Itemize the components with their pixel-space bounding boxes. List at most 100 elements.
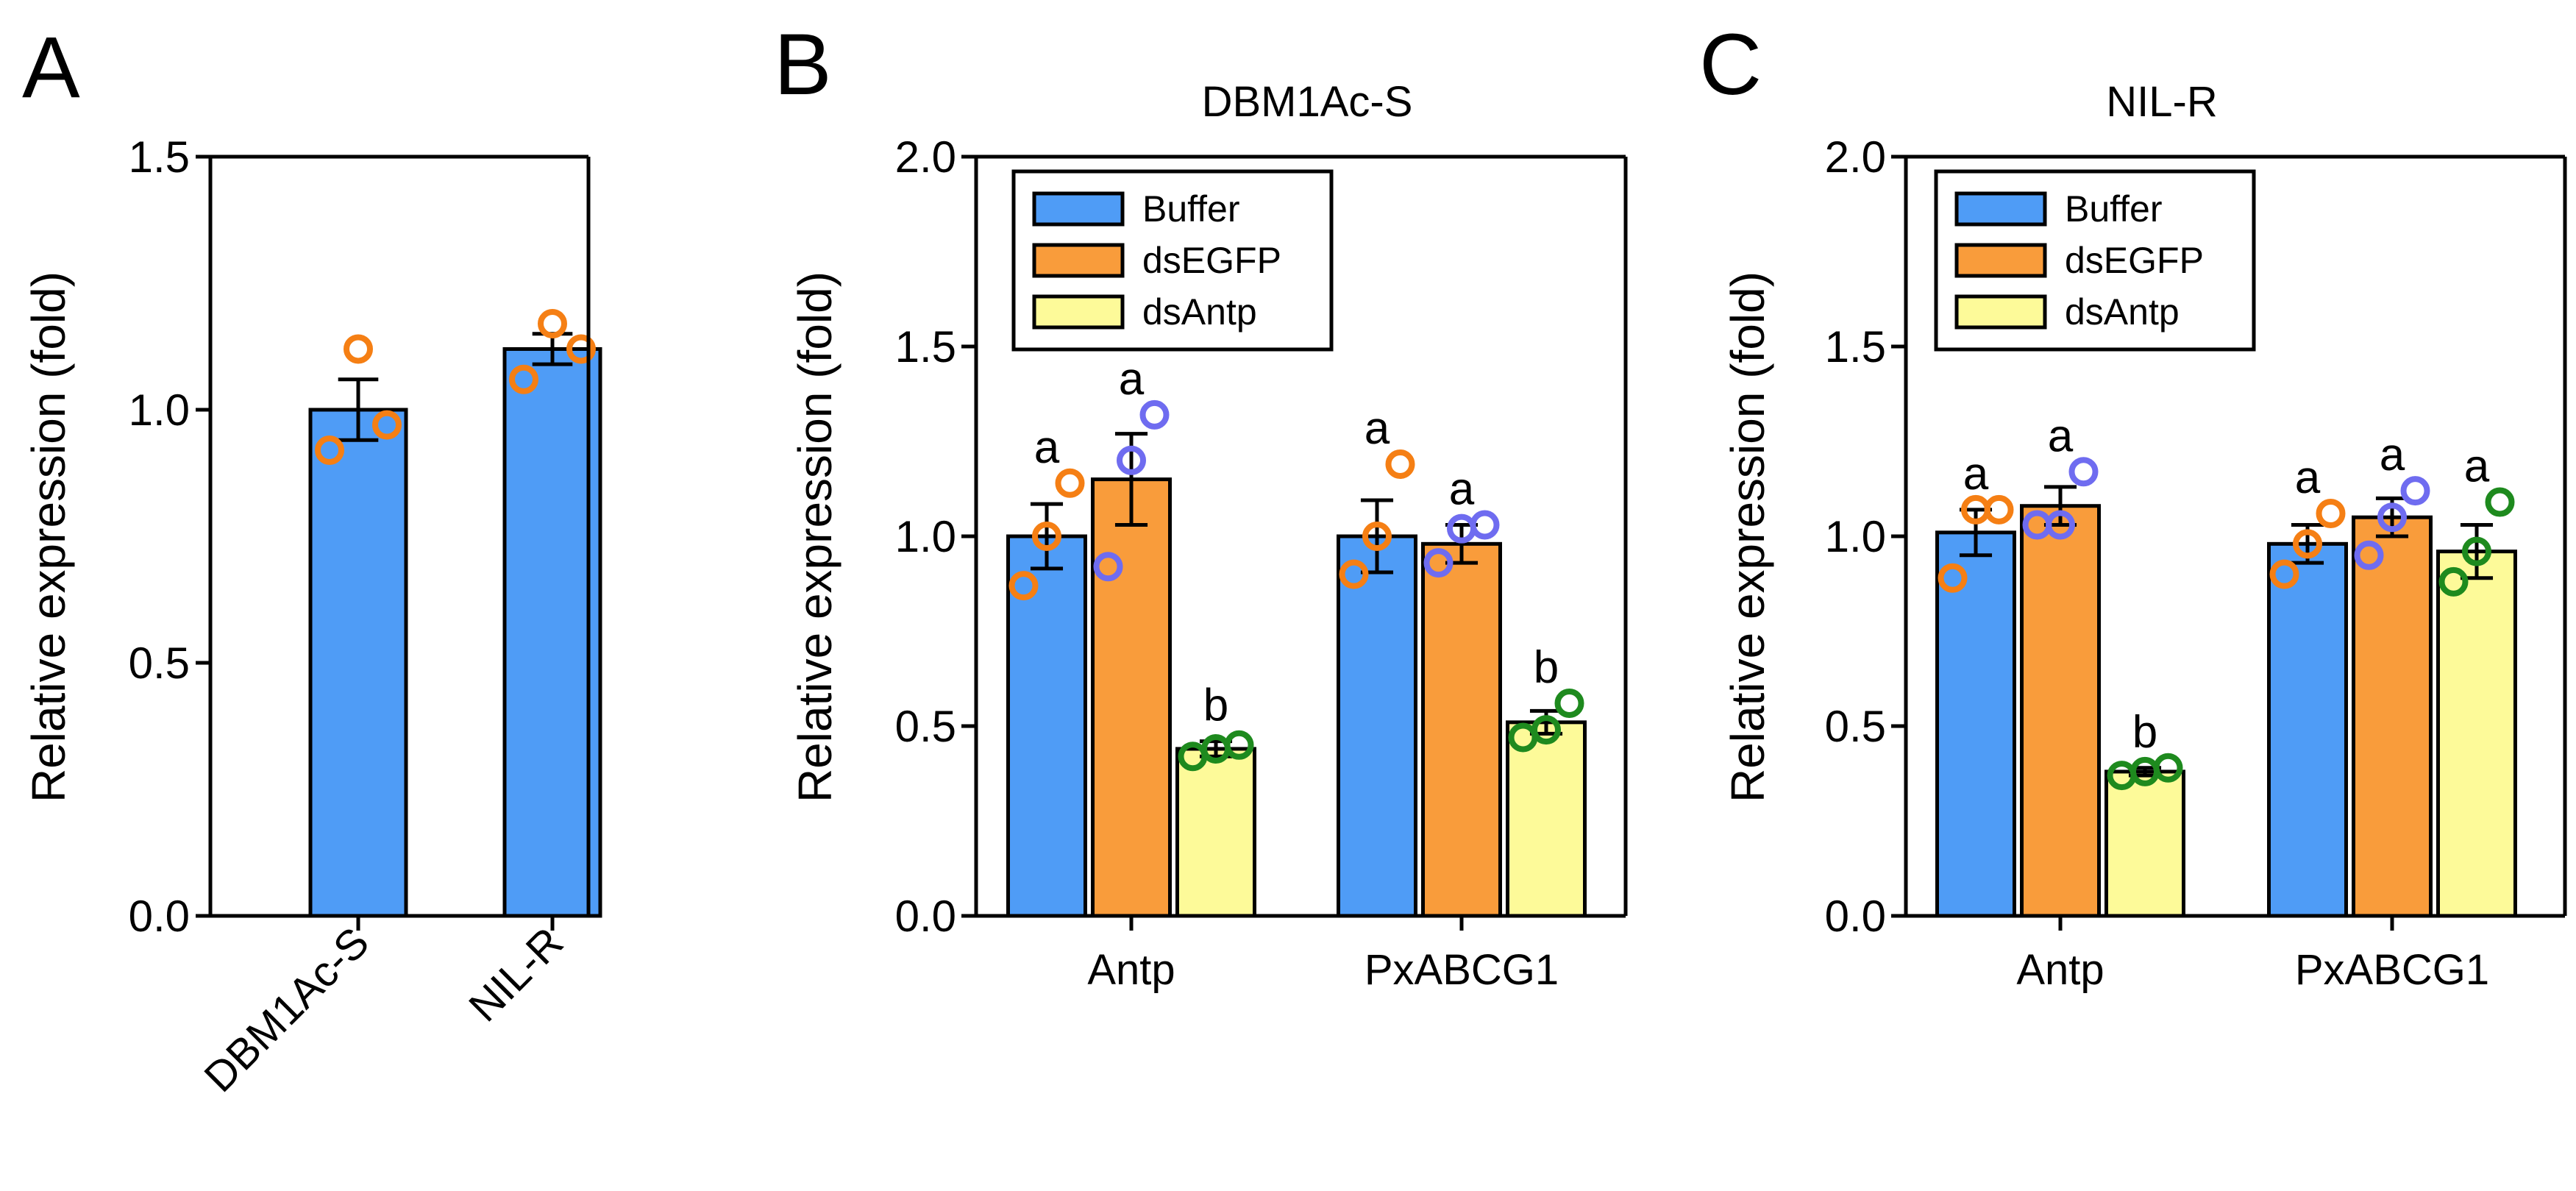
y-tick-label: 0.0: [1825, 892, 1886, 941]
panel-c-legend: Buffer dsEGFP dsAntp: [1934, 169, 2256, 352]
data-point: [1055, 468, 1085, 498]
panel-b-axes: [961, 154, 1628, 931]
y-tick-label: 1.0: [129, 385, 190, 435]
data-point: [1139, 399, 1170, 430]
significance-letter: a: [1963, 449, 1989, 499]
panel-c-axes: [1891, 154, 2567, 931]
data-point: [372, 410, 402, 440]
data-point: [509, 364, 538, 394]
legend-label-buffer: Buffer: [1142, 188, 1240, 230]
panel-a-data-points: [315, 309, 596, 466]
y-tick-label: 0.5: [895, 702, 956, 751]
x-category-label: Antp: [1087, 946, 1175, 994]
significance-letter: a: [2380, 430, 2405, 480]
data-point: [1093, 552, 1123, 582]
data-point: [2269, 559, 2299, 589]
panel-a-y-axis-title: Relative expression (fold): [22, 271, 75, 803]
y-tick-label: 1.0: [895, 512, 956, 561]
bar-c-buffer-pxabcg1: [2267, 541, 2348, 918]
data-point: [1339, 559, 1369, 589]
y-tick-label: 1.0: [1825, 512, 1886, 561]
y-tick-label: 0.0: [895, 892, 956, 941]
data-point: [1117, 445, 1146, 475]
data-point: [2046, 510, 2075, 540]
panel-b-bars: [1006, 477, 1587, 918]
bar-a-value-nil-r: [502, 346, 602, 918]
significance-letter: a: [2464, 441, 2490, 492]
data-point: [1385, 449, 1415, 479]
data-point: [2354, 540, 2384, 570]
panel-b-y-tick-labels: 0.0 0.5 1.0 1.5 2.0: [895, 132, 956, 941]
panel-b-y-axis-title: Relative expression (fold): [789, 271, 842, 803]
significance-letter: a: [1119, 354, 1145, 405]
x-category-label: NIL-R: [460, 918, 572, 1031]
y-tick-label: 0.5: [129, 639, 190, 688]
data-point: [566, 334, 596, 364]
x-category-label: Antp: [2016, 946, 2104, 994]
panel-b-significance-letters: a a a a b b: [1034, 354, 1559, 731]
panel-b-x-category-labels: Antp PxABCG1: [1087, 946, 1559, 994]
data-point: [1470, 510, 1500, 540]
panel-c-y-axis-title: Relative expression (fold): [1721, 271, 1774, 803]
data-point: [2462, 536, 2491, 566]
legend-swatch-dsegfp: [1032, 243, 1125, 278]
significance-letter: a: [1449, 464, 1475, 515]
legend-label-dsegfp: dsEGFP: [2065, 240, 2204, 281]
bar-b-dsantp-antp: [1175, 747, 1256, 918]
data-point: [344, 334, 373, 364]
significance-letter: b: [2132, 707, 2157, 758]
legend-swatch-buffer: [1032, 191, 1125, 227]
bar-b-dsantp-pxabcg1: [1506, 720, 1587, 918]
data-point: [2153, 753, 2183, 783]
data-point: [1224, 730, 1254, 760]
significance-letter: a: [2295, 452, 2321, 503]
y-tick-label: 1.5: [129, 132, 190, 182]
panel-c-x-category-labels: Antp PxABCG1: [2016, 946, 2489, 994]
significance-letter: a: [1365, 403, 1390, 454]
x-category-label: PxABCG1: [1365, 946, 1559, 994]
bar-a-value-dbm1ac-s: [308, 408, 408, 918]
legend-label-dsegfp: dsEGFP: [1142, 240, 1281, 281]
data-point: [2438, 566, 2469, 597]
panel-c-title: NIL-R: [2106, 78, 2217, 126]
y-tick-label: 2.0: [895, 132, 956, 182]
significance-letter: a: [2048, 410, 2074, 461]
panel-c-bars: [1935, 504, 2517, 918]
data-point: [315, 435, 344, 466]
data-point: [1032, 522, 1061, 551]
panel-a-x-category-labels: DBM1Ac-S NIL-R: [195, 918, 572, 1101]
bar-c-dsegfp-antp: [2020, 504, 2101, 918]
y-tick-label: 1.5: [1825, 322, 1886, 371]
panel-letter-c: C: [1699, 16, 1762, 113]
significance-letter: b: [1203, 680, 1228, 731]
panel-c: C NIL-R a a a a b a 0.0 0.5 1.0 1.5 2.0 Antp PxABC…: [1699, 16, 2567, 994]
panel-a-axes: [196, 154, 591, 931]
y-tick-label: 0.0: [129, 892, 190, 941]
data-point: [2400, 476, 2430, 506]
panel-letter-a: A: [22, 19, 80, 116]
legend-swatch-buffer: [1954, 191, 2047, 227]
bar-c-dsegfp-pxabcg1: [2352, 515, 2433, 918]
data-point: [1362, 522, 1392, 551]
panel-b-data-points: [1008, 399, 1584, 772]
legend-label-buffer: Buffer: [2065, 188, 2163, 230]
panel-c-significance-letters: a a a a b a: [1963, 410, 2490, 757]
panel-b-legend: Buffer dsEGFP dsAntp: [1011, 169, 1334, 352]
data-point: [2316, 499, 2346, 529]
legend-swatch-dsantp: [1954, 294, 2047, 330]
legend-label-dsantp: dsAntp: [1142, 291, 1257, 333]
bar-c-dsantp-pxabcg1: [2436, 550, 2517, 918]
bar-c-dsantp-antp: [2104, 769, 2185, 918]
data-point: [1423, 548, 1454, 578]
legend-swatch-dsegfp: [1954, 243, 2047, 278]
panel-letter-b: B: [774, 16, 832, 113]
bar-b-dsegfp-pxabcg1: [1421, 541, 1502, 918]
data-point: [2485, 487, 2515, 517]
data-point: [2377, 502, 2407, 533]
y-tick-label: 2.0: [1825, 132, 1886, 182]
data-point: [538, 309, 567, 339]
significance-letter: b: [1534, 642, 1559, 693]
panel-a-bars: [308, 346, 602, 918]
panel-c-data-points: [1938, 457, 2515, 791]
panel-b-title: DBM1Ac-S: [1202, 78, 1413, 126]
